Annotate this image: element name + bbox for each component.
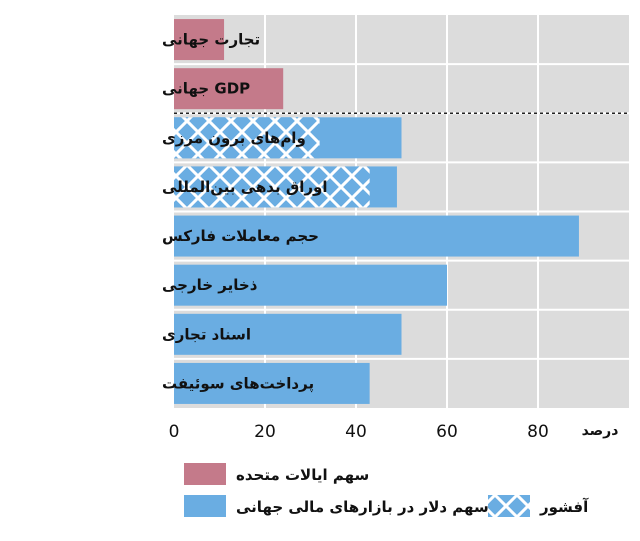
x-tick-label: 0 bbox=[169, 422, 180, 442]
x-tick-label: 20 bbox=[254, 422, 276, 442]
x-tick-labels: 0 20 40 60 80 bbox=[169, 422, 549, 442]
bar-series0-cat1 bbox=[174, 68, 284, 110]
bar-series2-cat2 bbox=[174, 117, 320, 159]
category-label: GDP جهانی bbox=[162, 80, 250, 98]
category-label: حجم معاملات فارکس bbox=[162, 227, 319, 245]
grid-lines bbox=[174, 15, 629, 408]
legend: سهم ایالات متحده سهم دلار در بازارهای مال… bbox=[184, 463, 589, 517]
bar-series1-cat5 bbox=[174, 264, 447, 306]
category-label: اوراق بدهی بین‌المللی bbox=[162, 178, 327, 196]
legend-label-us: سهم ایالات متحده bbox=[236, 466, 369, 484]
x-tick-label: 40 bbox=[345, 422, 367, 442]
legend-label-dollar: سهم دلار در بازارهای مالی جهانی bbox=[236, 498, 489, 516]
legend-swatch-offshore bbox=[488, 495, 530, 517]
legend-swatch-dollar bbox=[184, 495, 226, 517]
legend-label-offshore: آفشور bbox=[539, 498, 589, 516]
category-labels: تجارت جهانی GDP جهانی وام‌های برون مرزی اور… bbox=[162, 31, 327, 394]
x-tick-label: 80 bbox=[527, 422, 549, 442]
bar-series1-cat4 bbox=[174, 215, 579, 257]
category-label: تجارت جهانی bbox=[162, 31, 260, 49]
category-label: پرداخت‌های سوئیفت bbox=[162, 374, 314, 393]
bar-series1-cat6 bbox=[174, 313, 402, 355]
legend-swatch-us bbox=[184, 463, 226, 485]
x-tick-label: 60 bbox=[436, 422, 458, 442]
category-label: اسناد تجاری bbox=[162, 325, 251, 343]
x-axis-unit-label: درصد bbox=[582, 423, 619, 439]
bars bbox=[174, 19, 579, 404]
category-label: ذخایر خارجی bbox=[162, 276, 258, 294]
bar-series2-cat3 bbox=[174, 166, 370, 208]
bar-series0-cat0 bbox=[174, 19, 225, 61]
bar-series1-cat7 bbox=[174, 362, 370, 404]
category-label: وام‌های برون مرزی bbox=[162, 129, 306, 147]
